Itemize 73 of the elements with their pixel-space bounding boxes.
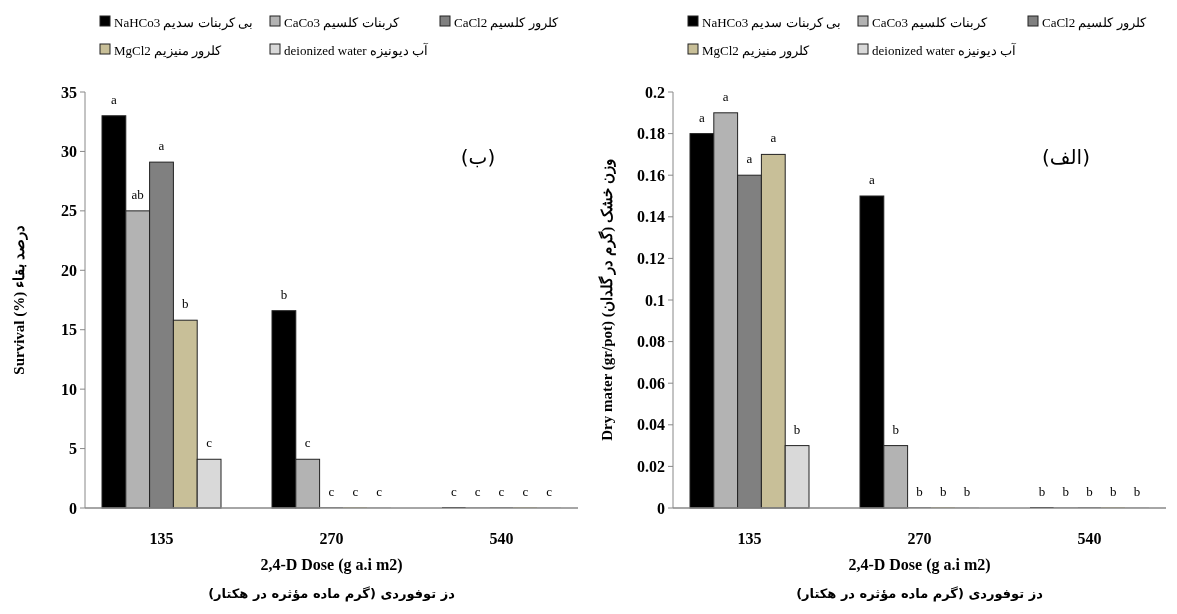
y-tick-label: 0.1 (645, 291, 665, 309)
y-tick-label: 0.02 (637, 458, 665, 475)
legend-label: deionized water آب دیونیزه (872, 41, 1018, 59)
y-tick-label: 25 (61, 202, 77, 220)
y-axis-title: Survival (%) درصد بقاء (11, 225, 28, 375)
y-tick-label: 0 (657, 499, 665, 517)
y-tick-label: 0.12 (637, 250, 665, 267)
x-tick-label: 540 (1077, 530, 1102, 547)
data-label: c (522, 484, 529, 499)
y-tick-label: 0.06 (637, 374, 665, 392)
x-tick-label: 270 (319, 530, 344, 547)
y-tick-label: 15 (61, 321, 77, 339)
data-label: c (546, 484, 553, 499)
legend-label: CaCl2 کلرور کلسیم (1042, 14, 1147, 31)
data-label: a (158, 138, 165, 154)
y-tick-label: 0.08 (637, 333, 665, 351)
data-label: c (498, 484, 505, 499)
data-label: b (940, 484, 947, 499)
data-label: b (1086, 484, 1093, 499)
data-label: b (1062, 484, 1069, 499)
y-axis-title: Dry mater (gr/pot) وزن خشک (گرم در گلدان) (598, 159, 616, 441)
y-tick-label: 0.2 (645, 83, 665, 101)
y-tick-label: 10 (61, 380, 77, 398)
x-tick-label: 270 (907, 530, 932, 547)
legend-label: NaHCo3 بی کربنات سدیم (114, 14, 253, 31)
data-label: c (304, 435, 311, 451)
legend-label: deionized water آب دیونیزه (284, 41, 430, 59)
y-tick-label: 20 (61, 261, 77, 279)
x-tick-label: 540 (489, 530, 514, 547)
x-axis-title: 2,4-D Dose (g a.i m2) (848, 556, 991, 574)
y-tick-label: 35 (61, 83, 77, 101)
y-tick-label: 0.18 (637, 125, 665, 143)
annotation: (الف) (1042, 145, 1090, 169)
data-label: b (892, 421, 899, 437)
data-label: b (1110, 484, 1117, 499)
legend-label: CaCo3 کربنات کلسیم (284, 14, 400, 31)
data-label: ab (131, 186, 144, 202)
y-tick-label: 0.04 (637, 416, 665, 434)
annotation: (ب) (460, 145, 496, 169)
legend-label: MgCl2 کلرور منیزیم (114, 42, 223, 59)
legend-label: MgCl2 کلرور منیزیم (702, 42, 811, 59)
x-tick-label: 135 (149, 530, 174, 547)
data-label: c (451, 484, 458, 499)
legend-label: NaHCo3 بی کربنات سدیم (702, 14, 841, 31)
data-label: b (182, 296, 189, 312)
y-tick-label: 5 (69, 440, 77, 458)
data-label: b (963, 484, 971, 499)
data-label: c (328, 484, 335, 499)
data-label: c (474, 484, 481, 499)
data-label: b (1038, 484, 1046, 499)
x-axis-title: 2,4-D Dose (g a.i m2) (260, 556, 403, 574)
data-label: b (280, 286, 288, 302)
data-label: b (916, 484, 923, 499)
data-label: a (746, 151, 753, 167)
data-label: c (352, 484, 359, 499)
legend-label: CaCo3 کربنات کلسیم (872, 14, 988, 31)
data-label: a (699, 109, 706, 125)
text: دز توفوردی (گرم ماده مؤثره در هکتار) (796, 586, 1044, 602)
legend-label: CaCl2 کلرور کلسیم (454, 14, 559, 31)
data-label: c (206, 435, 213, 451)
y-tick-label: 0.16 (637, 166, 665, 184)
y-tick-label: 30 (61, 143, 77, 161)
y-tick-label: 0.14 (637, 208, 665, 226)
data-label: a (770, 130, 777, 146)
data-label: c (376, 484, 383, 499)
data-label: a (111, 91, 118, 107)
text: دز توفوردی (گرم ماده مؤثره در هکتار) (208, 586, 456, 602)
y-tick-label: 0 (69, 499, 77, 517)
data-label: a (869, 172, 876, 187)
data-label: b (1133, 484, 1141, 499)
x-tick-label: 135 (737, 530, 762, 547)
data-label: a (722, 88, 729, 104)
data-label: b (793, 421, 801, 437)
